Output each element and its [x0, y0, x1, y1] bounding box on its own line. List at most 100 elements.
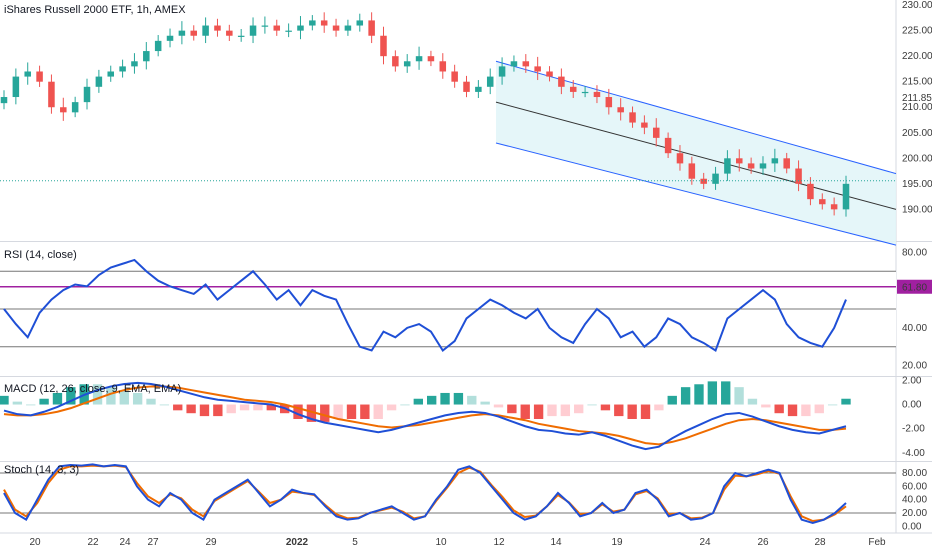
candle-body	[736, 158, 743, 164]
candle-body	[344, 25, 352, 31]
candle-body	[819, 199, 826, 205]
macd-tick-label: 2.00	[902, 375, 922, 386]
candle-body	[439, 61, 447, 72]
rsi-tick-label: 40.00	[902, 323, 927, 334]
price-tick-label: 195.00	[902, 179, 932, 190]
candle-body	[119, 66, 126, 72]
macd-histogram-bar	[92, 384, 103, 405]
candle-body	[214, 25, 221, 31]
macd-histogram-bar	[734, 387, 744, 405]
macd-signal-line	[3, 385, 847, 446]
candle-body	[700, 178, 707, 184]
candle-body	[285, 30, 292, 32]
candle-body	[131, 61, 138, 67]
candle-body	[427, 56, 435, 62]
macd-line	[3, 381, 847, 451]
candle-body	[83, 86, 91, 103]
macd-histogram-bar	[39, 398, 49, 405]
macd-tick-label: 0.00	[902, 400, 922, 411]
time-axis-label: 5	[352, 537, 358, 548]
candle-body	[356, 20, 364, 26]
candle-body	[617, 107, 624, 113]
macd-histogram-bar	[827, 404, 838, 406]
macd-histogram-bar	[52, 392, 63, 405]
price-tick-label: 220.00	[902, 51, 932, 62]
macd-panel-title: MACD (12, 26, close, 9, EMA, EMA)	[4, 383, 181, 395]
time-axis-label: 24	[699, 537, 711, 548]
time-axis-label: 10	[435, 537, 447, 548]
chart-background	[0, 0, 932, 534]
macd-histogram-bar	[159, 404, 170, 406]
macd-histogram-bar	[427, 395, 437, 405]
macd-histogram-bar	[146, 398, 156, 405]
macd-histogram-bar	[266, 404, 276, 411]
rsi-line	[3, 258, 847, 352]
macd-histogram-bar	[106, 387, 116, 405]
time-axis-label: 27	[147, 537, 159, 548]
macd-histogram-bar	[253, 404, 263, 411]
macd-histogram-bar	[627, 404, 637, 419]
stoch-tick-label: 60.00	[902, 481, 927, 492]
candle-body	[676, 153, 684, 164]
candle-body	[593, 91, 601, 98]
candle-body	[202, 25, 209, 36]
chart-content	[0, 12, 897, 525]
candle-body	[36, 71, 43, 82]
time-axis-label: 14	[550, 537, 562, 548]
macd-histogram-bar	[333, 404, 343, 419]
time-axis-label: 24	[119, 537, 131, 548]
macd-histogram-bar	[493, 404, 504, 408]
candle-body	[546, 71, 553, 77]
candle-body	[392, 56, 399, 67]
candle-body	[71, 102, 79, 113]
candle-body	[273, 25, 281, 31]
candle-body	[60, 107, 67, 113]
stoch-tick-label: 40.00	[902, 495, 927, 506]
candle-body	[249, 25, 257, 36]
macd-histogram-bar	[386, 404, 397, 411]
rsi-tick-label: 20.00	[902, 361, 927, 372]
candle-body	[759, 163, 767, 169]
macd-histogram-bar	[0, 395, 9, 405]
macd-histogram-bar	[507, 404, 517, 414]
candle-body	[107, 71, 114, 77]
time-axis-label: 22	[87, 537, 99, 548]
macd-histogram-bar	[346, 404, 357, 419]
macd-histogram-bar	[574, 404, 584, 414]
macd-histogram-bar	[132, 392, 143, 405]
macd-histogram-bar	[453, 392, 464, 405]
macd-histogram-bar	[801, 404, 811, 417]
candle-body	[415, 56, 423, 62]
macd-histogram-bar	[467, 395, 477, 405]
macd-histogram-bar	[480, 401, 490, 405]
macd-histogram-bar	[173, 404, 183, 411]
candle-body	[795, 168, 802, 184]
price-tick-label: 190.00	[902, 204, 932, 215]
rsi-tick-label: 80.00	[902, 247, 927, 258]
candle-body	[842, 183, 850, 210]
macd-histogram-bar	[66, 387, 76, 405]
candle-body	[190, 30, 198, 36]
time-axis-label: 19	[611, 537, 623, 548]
candle-body	[830, 204, 838, 210]
regression-channel-fill	[496, 61, 896, 246]
rsi-level-tag-text: 61.80	[902, 283, 927, 294]
macd-tick-label: -2.00	[902, 424, 925, 435]
time-axis-label: 12	[493, 537, 505, 548]
candle-body	[143, 51, 150, 62]
price-tick-label: 225.00	[902, 26, 932, 37]
candle-body	[724, 158, 731, 174]
macd-histogram-bar	[306, 404, 317, 422]
macd-histogram-bar	[360, 404, 370, 419]
candle-body	[154, 40, 162, 52]
stoch-tick-label: 20.00	[902, 508, 927, 519]
channel-lower-line	[495, 142, 897, 246]
macd-histogram-bar	[747, 398, 758, 405]
macd-histogram-bar	[320, 404, 330, 422]
candle-body	[783, 158, 790, 169]
macd-histogram-bar	[213, 404, 223, 417]
candle-body	[332, 25, 340, 31]
candle-body	[558, 76, 565, 87]
candle-body	[486, 76, 494, 87]
